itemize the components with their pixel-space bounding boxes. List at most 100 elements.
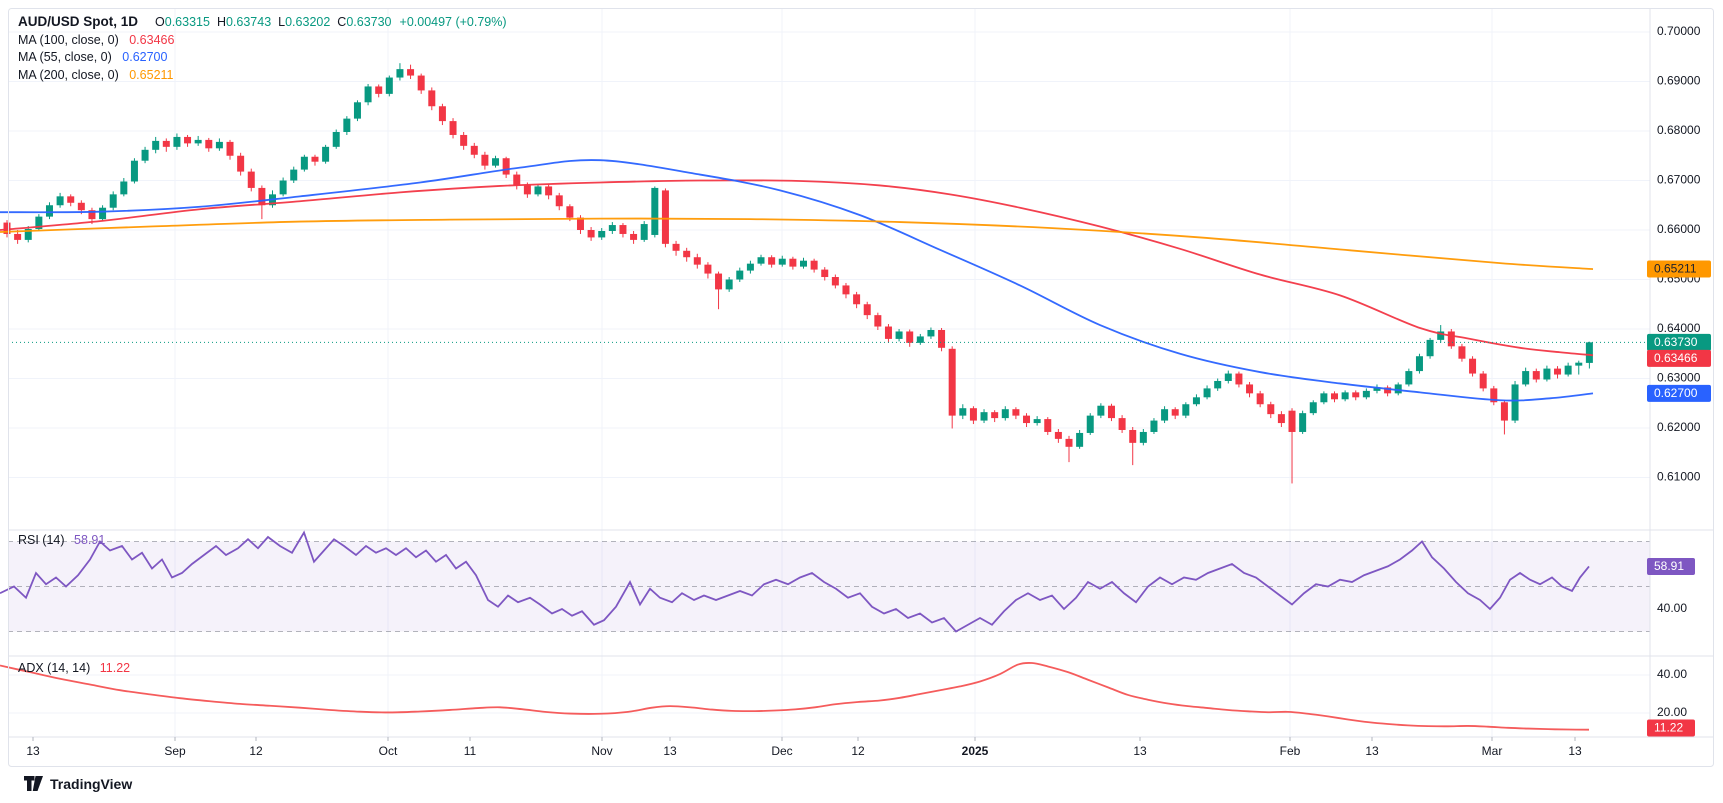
- candle-body: [247, 171, 255, 188]
- rsi-pane-legend[interactable]: RSI (14) 58.91: [18, 533, 105, 547]
- price-axis[interactable]: 0.700000.690000.680000.670000.660000.650…: [1647, 24, 1711, 484]
- svg-text:0.66000: 0.66000: [1657, 222, 1701, 236]
- candle-body: [1479, 373, 1487, 389]
- price-badge: 0.63466: [1647, 349, 1711, 367]
- rsi-value: 58.91: [74, 533, 106, 547]
- rsi-line: [0, 530, 1590, 633]
- candle-body: [1256, 393, 1264, 405]
- svg-text:0.64000: 0.64000: [1657, 321, 1701, 335]
- legend-ma-55[interactable]: MA (55, close, 0) 0.62700: [18, 49, 507, 67]
- candle-body: [704, 264, 712, 274]
- candle-body: [1139, 431, 1147, 443]
- candle-body: [375, 86, 383, 94]
- candle-body: [1500, 402, 1508, 421]
- ma-line-ma-55: [0, 159, 1594, 402]
- candle-body: [1076, 432, 1084, 447]
- ohlc-close-label: C: [337, 15, 347, 29]
- candle-body: [449, 121, 457, 135]
- candle-body: [1331, 393, 1338, 400]
- candle-body: [120, 181, 128, 195]
- svg-text:Mar: Mar: [1482, 744, 1503, 758]
- candle-body: [1554, 368, 1562, 375]
- candle-body: [226, 141, 234, 156]
- legend-ma-100[interactable]: MA (100, close, 0) 0.63466: [18, 32, 507, 50]
- symbol-title[interactable]: AUD/USD Spot, 1D: [18, 14, 139, 29]
- candle-body: [35, 216, 43, 230]
- rsi-axis[interactable]: 40.00 58.91: [1647, 557, 1695, 615]
- change-value: +0.00497 (+0.79%): [399, 15, 507, 29]
- candle-body: [725, 279, 733, 290]
- rsi-badge: 58.91: [1647, 557, 1695, 575]
- candle-body: [407, 69, 415, 76]
- candle-body: [566, 206, 574, 218]
- candle-body: [598, 230, 606, 238]
- candle-body: [661, 190, 669, 244]
- candle-body: [45, 205, 53, 217]
- candle-body: [1415, 356, 1423, 372]
- ohlc-low-value: 0.63202: [285, 15, 331, 29]
- tradingview-attribution[interactable]: TradingView: [24, 775, 132, 792]
- adx-pane-legend[interactable]: ADX (14, 14) 11.22: [18, 661, 130, 675]
- candle-body: [1437, 331, 1445, 340]
- candle-body: [1320, 393, 1328, 403]
- candle-body: [789, 258, 797, 267]
- legend-ma-200[interactable]: MA (200, close, 0) 0.65211: [18, 67, 507, 85]
- widget-border: [8, 8, 1714, 767]
- svg-text:13: 13: [1568, 744, 1582, 758]
- candle-body: [768, 257, 776, 265]
- candle-body: [258, 187, 266, 206]
- adx-axis[interactable]: 40.00 20.00 11.22: [1647, 667, 1695, 737]
- candle-body: [1235, 373, 1243, 385]
- candle-body: [640, 224, 648, 240]
- candle-body: [938, 329, 946, 348]
- candle-body: [1532, 371, 1540, 380]
- candle-body: [1118, 418, 1126, 430]
- svg-text:13: 13: [663, 744, 677, 758]
- candle-body: [215, 141, 223, 149]
- candle-body: [513, 174, 521, 186]
- svg-text:12: 12: [851, 744, 865, 758]
- candle-body: [1299, 413, 1307, 432]
- candle-body: [1384, 387, 1392, 394]
- pane-separators[interactable]: [8, 8, 1714, 767]
- candle-body: [502, 158, 510, 175]
- candle-body: [364, 86, 372, 103]
- candle-body: [1394, 384, 1402, 394]
- candle-body: [1564, 365, 1572, 375]
- candle-body: [3, 222, 11, 234]
- svg-text:Dec: Dec: [771, 744, 792, 758]
- candle-body: [417, 75, 425, 91]
- candle-body: [545, 186, 553, 196]
- candle-body: [1171, 409, 1179, 416]
- candle-body: [874, 315, 882, 327]
- candle-body: [736, 270, 744, 280]
- candle-body: [523, 185, 531, 195]
- candle-body: [279, 180, 287, 195]
- svg-text:13: 13: [1133, 744, 1147, 758]
- candle-body: [141, 149, 149, 161]
- candle-body: [1192, 397, 1200, 405]
- candle-body: [1511, 384, 1519, 421]
- candle-body: [821, 269, 829, 278]
- candle-body: [428, 90, 436, 107]
- candle-body: [1458, 346, 1466, 359]
- time-axis[interactable]: 13 Sep 12 Oct 11 Nov 13 Dec 12 2025 13 Feb 13 Mar 13: [26, 737, 1582, 758]
- ohlc-high-value: 0.63743: [225, 15, 272, 29]
- svg-text:58.91: 58.91: [1654, 559, 1684, 573]
- candle-body: [311, 156, 319, 162]
- candle-body: [67, 196, 75, 203]
- candle-body: [1023, 415, 1031, 424]
- candle-body: [481, 154, 489, 166]
- svg-text:Nov: Nov: [591, 744, 612, 758]
- ma-100-label: MA (100, close, 0): [18, 32, 119, 47]
- svg-text:0.63730: 0.63730: [1654, 335, 1698, 349]
- candle-body: [1054, 431, 1062, 439]
- candle-body: [863, 304, 871, 316]
- svg-text:0.63000: 0.63000: [1657, 371, 1701, 385]
- candle-body: [651, 187, 659, 235]
- candle-body: [1224, 373, 1232, 381]
- price-badge: 0.62700: [1647, 384, 1711, 402]
- ohlc-high-label: H: [216, 15, 226, 29]
- candle-body: [1288, 410, 1296, 432]
